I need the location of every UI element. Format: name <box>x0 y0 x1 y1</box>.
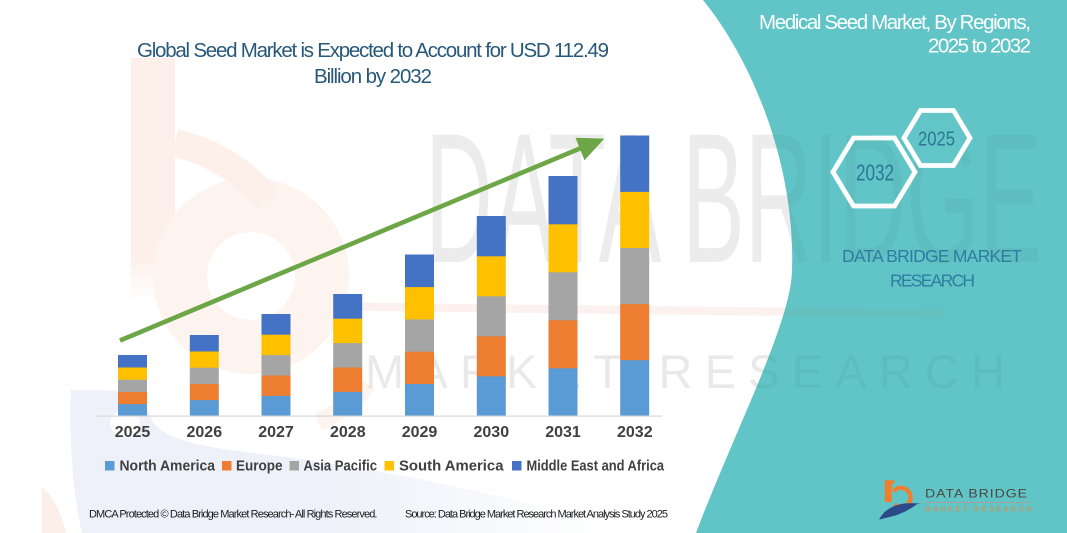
svg-text:MARKET RESEARCH: MARKET RESEARCH <box>925 507 1034 514</box>
svg-text:2025 to 2032: 2025 to 2032 <box>928 35 1031 58</box>
svg-text:Global Seed Market is Expected: Global Seed Market is Expected to Accoun… <box>137 39 609 62</box>
svg-text:2027: 2027 <box>258 424 294 441</box>
svg-text:South America: South America <box>399 458 504 475</box>
svg-text:DMCA Protected © Data Bridge M: DMCA Protected © Data Bridge Market Rese… <box>89 509 377 521</box>
svg-text:2031: 2031 <box>545 424 581 441</box>
svg-text:DATA BRIDGE: DATA BRIDGE <box>925 489 1028 501</box>
svg-text:2029: 2029 <box>402 424 438 441</box>
svg-text:Asia Pacific: Asia Pacific <box>304 458 378 475</box>
svg-text:RESEARCH: RESEARCH <box>890 271 975 291</box>
svg-text:DATA BRIDGE MARKET: DATA BRIDGE MARKET <box>842 246 1022 266</box>
svg-text:2025: 2025 <box>918 128 955 151</box>
svg-text:MARKET RESEARCH: MARKET RESEARCH <box>365 345 1005 398</box>
svg-text:2026: 2026 <box>187 424 223 441</box>
svg-text:Middle East and Africa: Middle East and Africa <box>527 458 665 475</box>
svg-text:2032: 2032 <box>856 160 894 186</box>
svg-text:North America: North America <box>120 458 216 475</box>
svg-text:Medical Seed Market, By Region: Medical Seed Market, By Regions, <box>759 11 1031 34</box>
svg-text:2025: 2025 <box>115 424 151 441</box>
svg-text:2030: 2030 <box>474 424 510 441</box>
svg-text:Europe: Europe <box>236 458 283 475</box>
svg-text:Billion by 2032: Billion by 2032 <box>314 65 432 88</box>
svg-text:2032: 2032 <box>617 424 653 441</box>
svg-text:Source: Data Bridge Market Res: Source: Data Bridge Market Research Mark… <box>405 509 668 521</box>
svg-text:2028: 2028 <box>330 424 366 441</box>
